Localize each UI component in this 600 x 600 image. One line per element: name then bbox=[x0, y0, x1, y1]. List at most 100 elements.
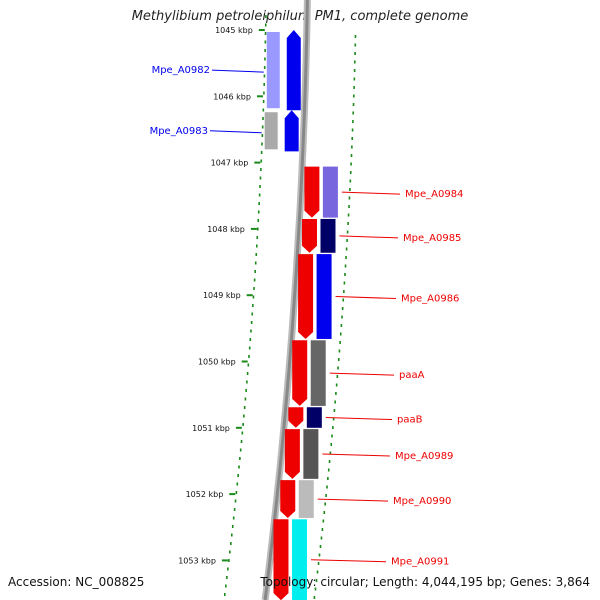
inner-ring-dot bbox=[341, 307, 344, 310]
outer-ring-dot bbox=[254, 261, 257, 265]
inner-ring-dot bbox=[351, 145, 353, 149]
outer-ring-dot bbox=[263, 74, 266, 78]
gene-label-line bbox=[325, 417, 393, 421]
inner-ring-dot bbox=[323, 511, 326, 514]
outer-ring-dot bbox=[232, 516, 235, 520]
reverse-gene-arrow bbox=[284, 110, 299, 152]
tick-label: 1051 kbp bbox=[192, 424, 230, 433]
inner-ring-dot bbox=[335, 392, 337, 395]
inner-ring-dot bbox=[332, 426, 334, 429]
reverse-gene-arrow bbox=[286, 30, 301, 111]
inner-ring-dot bbox=[344, 264, 347, 268]
inner-ring-dot bbox=[347, 213, 350, 217]
inner-ring-dot bbox=[346, 230, 349, 234]
outer-ring-dot bbox=[262, 117, 264, 120]
inner-ring-dot bbox=[352, 120, 354, 123]
outer-ring-dot bbox=[254, 270, 256, 273]
outer-ring-dot bbox=[261, 134, 264, 137]
gene-label: paaB bbox=[397, 415, 423, 426]
outer-ring-dot bbox=[263, 91, 265, 95]
outer-ring-dot bbox=[225, 584, 227, 588]
gene-label-line bbox=[211, 69, 264, 73]
inner-ring-dot bbox=[317, 562, 320, 565]
gene-label: Mpe_A0982 bbox=[152, 65, 210, 76]
inner-ring-dot bbox=[350, 162, 352, 166]
outer-ring-dot bbox=[260, 151, 263, 154]
outer-ring-dot bbox=[264, 40, 267, 44]
inner-ring-dot bbox=[353, 77, 356, 81]
tick-label: 1045 kbp bbox=[215, 26, 253, 35]
outer-ring-dot bbox=[246, 372, 249, 375]
forward-gene-arrow bbox=[280, 480, 296, 518]
outer-ring-dot bbox=[251, 312, 254, 316]
outer-ring-dot bbox=[255, 244, 258, 248]
gene-label-line bbox=[310, 559, 387, 563]
forward-gene-arrow bbox=[304, 166, 320, 218]
outer-ring-dot bbox=[262, 108, 265, 112]
inner-ring-dot bbox=[337, 358, 340, 361]
outer-ring-dot bbox=[257, 210, 260, 214]
tick-label: 1049 kbp bbox=[203, 291, 241, 300]
outer-ring-dot bbox=[250, 329, 252, 333]
gene-label: Mpe_A0990 bbox=[393, 496, 451, 507]
gene-label: paaA bbox=[399, 370, 425, 381]
gene-label-line bbox=[339, 235, 399, 239]
outer-ring-dot bbox=[258, 202, 260, 205]
outer-ring-dot bbox=[258, 193, 261, 197]
inner-ring-dot bbox=[325, 494, 327, 497]
forward-gene-arrow bbox=[301, 218, 317, 253]
outer-ring-dot bbox=[235, 491, 238, 494]
tick-label: 1052 kbp bbox=[186, 490, 224, 499]
inner-ring-dot bbox=[353, 94, 355, 98]
outer-ring-dot bbox=[257, 219, 260, 222]
gene-label-line bbox=[335, 296, 397, 300]
topology-summary: Topology: circular; Length: 4,044,195 bp… bbox=[260, 575, 590, 589]
outer-ring-dot bbox=[259, 176, 262, 180]
inner-ring-dot bbox=[332, 417, 335, 421]
outer-ring-dot bbox=[252, 295, 255, 299]
inner-ring-dot bbox=[314, 587, 317, 591]
inner-ring-dot bbox=[352, 103, 355, 106]
reverse-gene-shade bbox=[266, 32, 280, 109]
gene-label: Mpe_A0984 bbox=[405, 189, 463, 200]
outer-ring-dot bbox=[230, 542, 232, 545]
outer-ring-dot bbox=[244, 397, 247, 401]
outer-ring-dot bbox=[253, 278, 256, 282]
tick-label: 1048 kbp bbox=[207, 225, 245, 234]
gene-label-line bbox=[209, 130, 262, 134]
inner-ring-dot bbox=[348, 196, 351, 200]
outer-ring-dot bbox=[259, 185, 261, 188]
gene-label: Mpe_A0986 bbox=[401, 294, 459, 305]
outer-ring-dot bbox=[262, 100, 265, 103]
inner-ring-dot bbox=[343, 290, 345, 293]
inner-ring-dot bbox=[348, 205, 350, 208]
outer-ring-dot bbox=[263, 83, 265, 86]
outer-ring-dot bbox=[256, 227, 259, 231]
outer-ring-dot bbox=[227, 567, 229, 571]
inner-ring-dot bbox=[339, 341, 341, 344]
inner-ring-dot bbox=[313, 596, 316, 599]
gene-label-line bbox=[317, 498, 389, 502]
inner-ring-dot bbox=[354, 35, 357, 38]
inner-ring-dot bbox=[327, 477, 329, 480]
outer-ring-dot bbox=[239, 448, 242, 452]
forward-gene-shade bbox=[291, 519, 307, 600]
inner-ring-dot bbox=[328, 460, 331, 463]
outer-ring-dot bbox=[243, 406, 246, 409]
outer-ring-dot bbox=[248, 346, 251, 350]
outer-ring-dot bbox=[246, 380, 248, 384]
outer-ring-dot bbox=[261, 142, 263, 146]
outer-ring-dot bbox=[223, 593, 226, 596]
outer-ring-dot bbox=[264, 23, 267, 27]
accession-label: Accession: NC_008825 bbox=[8, 575, 145, 589]
inner-ring-dot bbox=[352, 111, 355, 115]
inner-ring-dot bbox=[349, 188, 351, 191]
forward-gene-shade bbox=[303, 429, 319, 479]
outer-ring-dot bbox=[261, 125, 264, 129]
outer-ring-dot bbox=[245, 389, 247, 392]
outer-ring-dot bbox=[256, 236, 259, 239]
inner-ring-dot bbox=[349, 171, 352, 174]
inner-ring-dot bbox=[331, 434, 333, 438]
outer-ring-dot bbox=[230, 533, 233, 537]
